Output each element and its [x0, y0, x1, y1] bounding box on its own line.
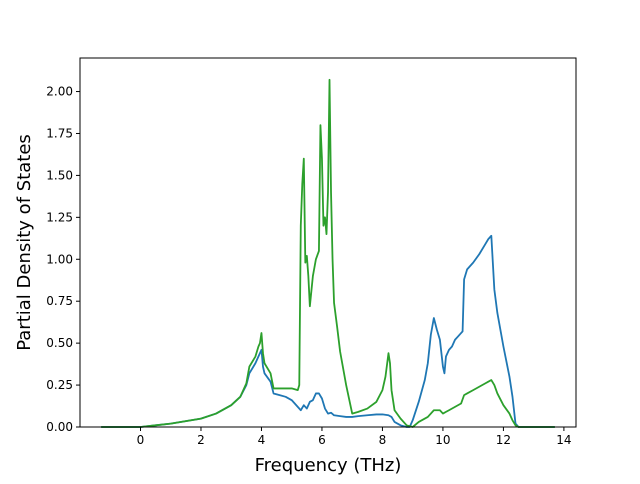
series-line-1	[101, 234, 555, 428]
y-tick-label: 0.75	[46, 294, 73, 308]
y-tick-label: 1.00	[46, 252, 73, 266]
y-axis-ticks: 0.00 0.25 0.50 0.75 1.00 1.25 1.50 1.75 2.00	[46, 85, 80, 434]
series-layer	[101, 78, 555, 428]
y-tick-label: 2.00	[46, 85, 73, 99]
y-axis-label: Partial Density of States	[14, 134, 35, 351]
x-tick-label: 2	[197, 433, 205, 447]
y-tick-label: 0.00	[46, 420, 73, 434]
x-axis-label: Frequency (THz)	[255, 455, 402, 476]
x-tick-label: 14	[556, 433, 571, 447]
x-tick-label: 0	[137, 433, 145, 447]
x-tick-label: 10	[435, 433, 450, 447]
x-axis-ticks: 0 2 4 6 8 10 12 14	[137, 427, 572, 447]
x-tick-label: 12	[496, 433, 511, 447]
plot-frame	[79, 57, 577, 428]
y-tick-label: 0.25	[46, 378, 73, 392]
x-tick-label: 8	[379, 433, 387, 447]
y-tick-label: 1.50	[46, 168, 73, 182]
x-tick-label: 6	[318, 433, 326, 447]
series-line-2	[101, 78, 555, 428]
y-tick-label: 1.25	[46, 210, 73, 224]
x-tick-label: 4	[258, 433, 266, 447]
y-tick-label: 0.50	[46, 336, 73, 350]
y-tick-label: 1.75	[46, 126, 73, 140]
